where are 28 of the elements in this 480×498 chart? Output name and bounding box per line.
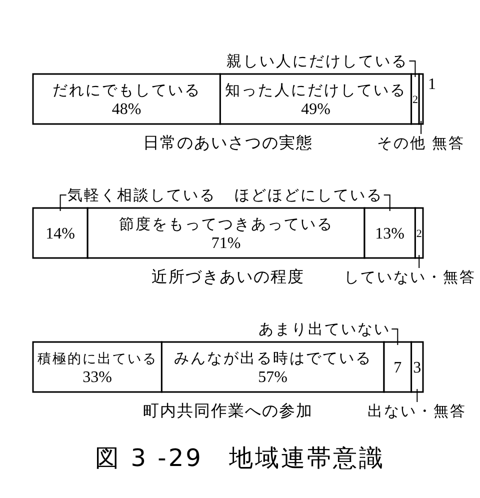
series-label: ほどほどにしている (234, 188, 383, 204)
series-label: していない・無答 (344, 270, 476, 286)
data-label: 33% (82, 369, 112, 386)
data-label: 13% (375, 226, 405, 242)
chart-title: 町内共同作業への参加 (143, 401, 313, 420)
chart-title: 近所づきあいの程度 (152, 267, 304, 286)
series-label: 出ない・無答 (368, 404, 467, 420)
series-label: 知った人にだけしている (225, 83, 406, 99)
caption: 図 3 -29 地域連帯意識 (95, 444, 385, 472)
chart-title: 日常のあいさつの実態 (143, 133, 313, 152)
data-label: 57% (258, 369, 288, 386)
data-label: 14% (46, 226, 75, 242)
series-label: 気軽く相談している (67, 188, 216, 204)
data-label: 48% (112, 101, 142, 118)
data-label: 1 (428, 76, 436, 93)
series-label: みんなが出る時はでている (174, 351, 372, 367)
series-label: 節度をもってつきあっている (118, 217, 334, 233)
data-label: 7 (394, 360, 402, 376)
series-label: その他 無答 (377, 136, 465, 152)
series-label: あまり出ていない (258, 322, 391, 338)
data-label: 71% (211, 235, 241, 252)
series-label: 積極的に出ている (37, 351, 158, 366)
series-label: だれにでもしている (52, 83, 201, 99)
series-label: 親しい人にだけしている (226, 54, 408, 70)
data-label: 2 (412, 94, 418, 106)
data-label: 2 (416, 228, 422, 240)
data-label: 49% (301, 101, 330, 118)
data-label: 3 (413, 360, 422, 376)
